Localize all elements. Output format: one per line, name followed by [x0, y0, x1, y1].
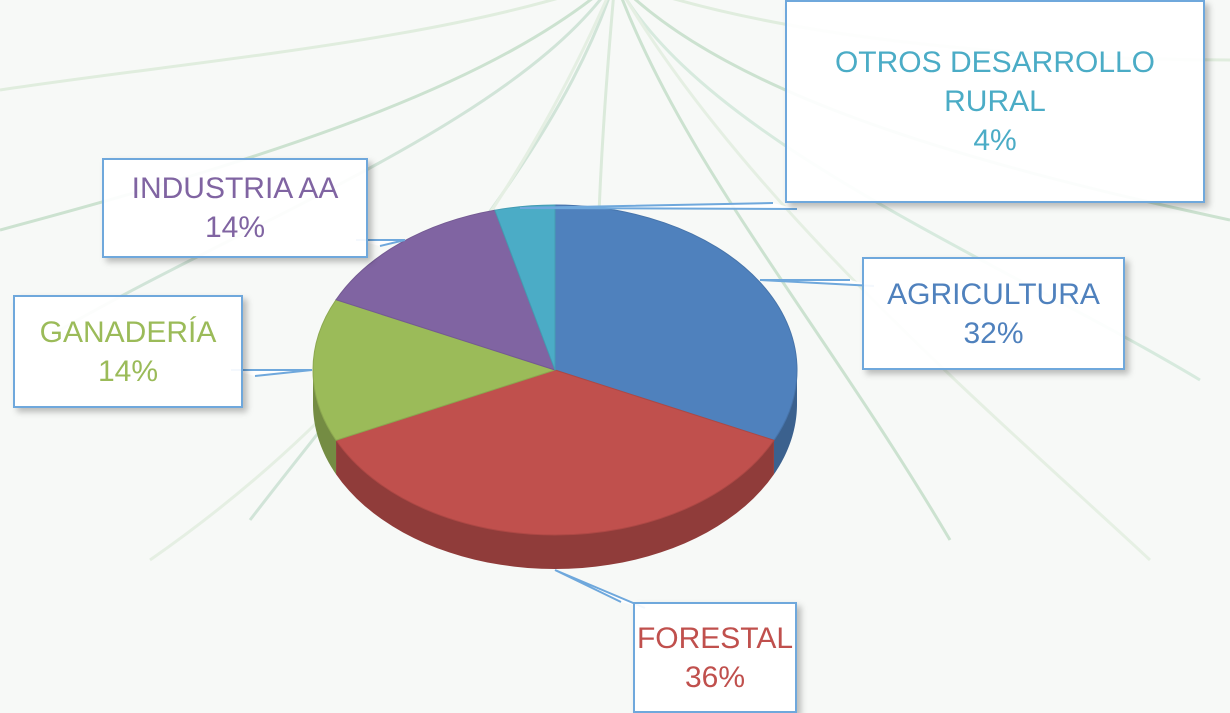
value-label: 4% [973, 121, 1016, 160]
category-label: GANADERÍA [40, 313, 217, 352]
value-label: 14% [205, 208, 265, 247]
callout-pointer [231, 370, 312, 376]
category-label: FORESTAL [637, 619, 793, 658]
callout-pointer [760, 280, 874, 286]
value-label: 32% [963, 314, 1023, 353]
callout-pointer [555, 570, 645, 608]
category-label: OTROS DESARROLLO RURAL [797, 43, 1193, 121]
value-label: 14% [98, 352, 158, 391]
slide: AGRICULTURA32%FORESTAL36%GANADERÍA14%IND… [0, 0, 1230, 713]
value-label: 36% [685, 658, 745, 697]
category-label: AGRICULTURA [887, 275, 1100, 314]
category-label: INDUSTRIA AA [132, 169, 339, 208]
